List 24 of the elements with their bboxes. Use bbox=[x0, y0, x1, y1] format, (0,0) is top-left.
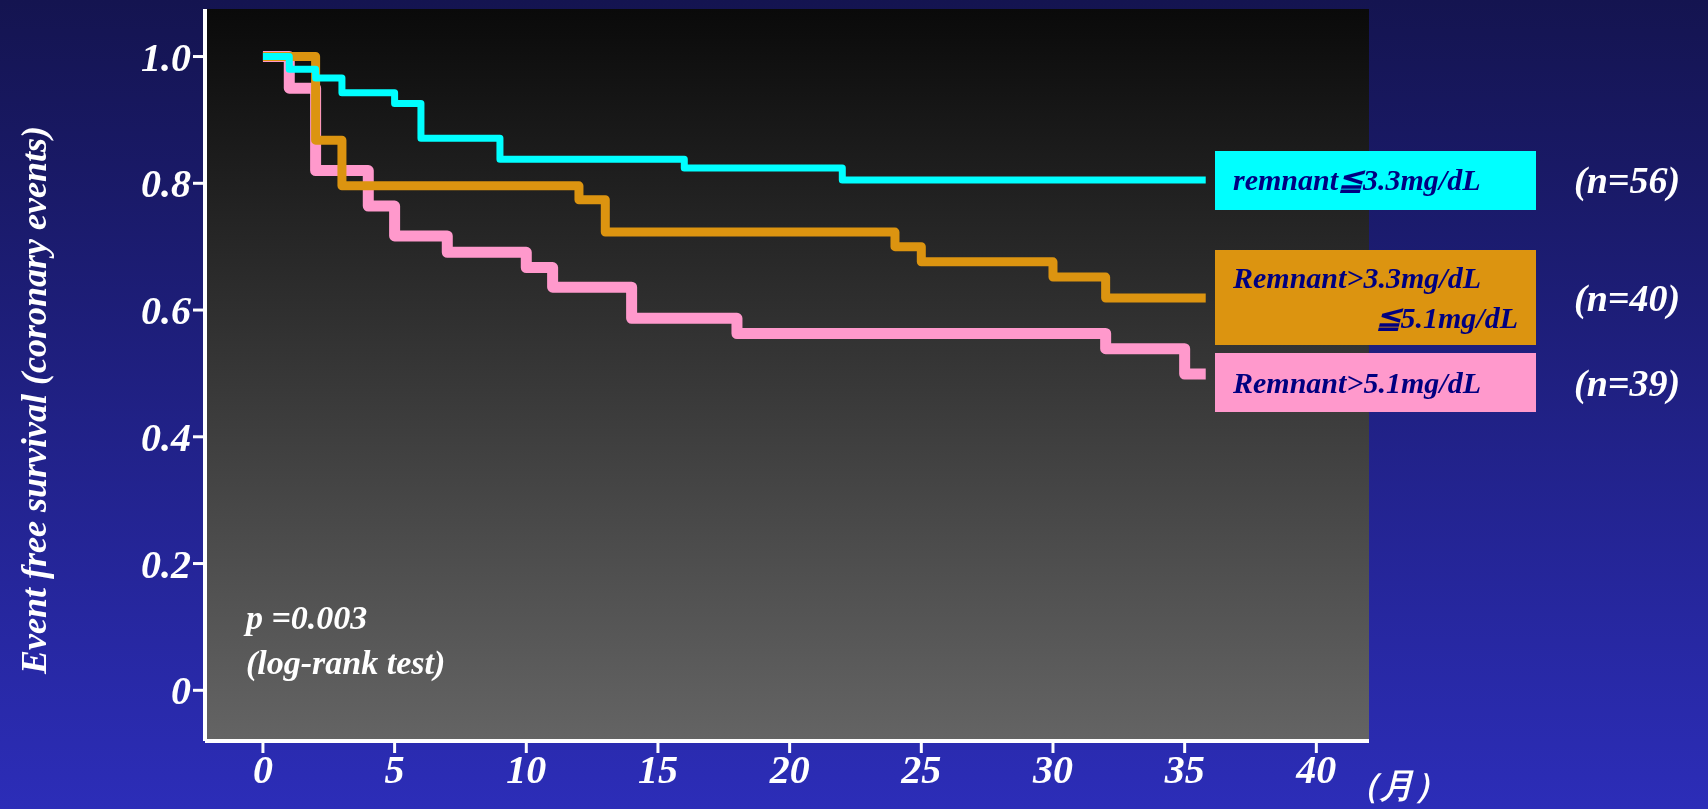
text: (n=40) bbox=[1574, 276, 1681, 321]
y-tick-label: 0.4 bbox=[141, 414, 191, 460]
series-label: remnant≦3.3mg/dL bbox=[1233, 162, 1482, 199]
x-tick-label: 40 bbox=[1295, 747, 1337, 793]
x-tick-label: 5 bbox=[384, 747, 405, 793]
y-tick-label: 1.0 bbox=[141, 34, 191, 80]
y-tick-label: 0 bbox=[171, 668, 191, 714]
x-tick-label: 10 bbox=[506, 747, 547, 793]
series-label: Remnant>3.3mg/dL ≦5.1mg/dL bbox=[1233, 260, 1518, 336]
x-tick-label: 25 bbox=[900, 747, 942, 793]
y-tick-label: 0.2 bbox=[141, 541, 191, 587]
annotation: (log-rank test) bbox=[246, 643, 446, 683]
x-tick-label: 0 bbox=[252, 747, 273, 793]
x-tick-label: 20 bbox=[768, 747, 810, 793]
text: (n=39) bbox=[1574, 361, 1681, 406]
series-label: Remnant>5.1mg/dL bbox=[1233, 365, 1482, 401]
x-tick-label: 15 bbox=[637, 747, 678, 793]
y-axis-title: Event free survival (coronary events) bbox=[13, 126, 55, 674]
y-tick-label: 0.6 bbox=[141, 288, 191, 334]
x-axis-title: （月） bbox=[1346, 766, 1449, 806]
text: (n=56) bbox=[1574, 158, 1681, 204]
x-tick-label: 35 bbox=[1163, 747, 1205, 793]
y-tick-label: 0.8 bbox=[141, 161, 191, 207]
x-tick-label: 30 bbox=[1031, 747, 1073, 793]
